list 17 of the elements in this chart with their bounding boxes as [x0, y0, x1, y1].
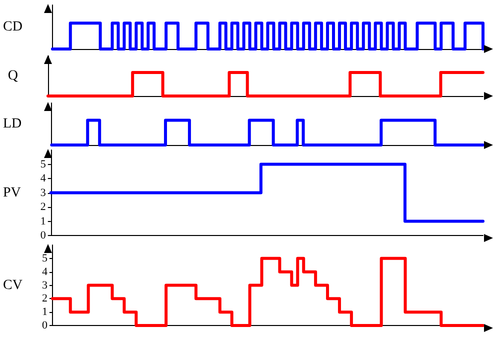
y-axis-title: CD [2, 20, 22, 34]
y-tick-label: 5 [40, 158, 46, 170]
y-tick-label: 5 [42, 252, 48, 264]
y-axis-title: Q [8, 68, 18, 84]
y-axis-title: CV [2, 278, 22, 293]
y-axis-title: LD [2, 116, 22, 132]
y-tick-label: 3 [42, 279, 48, 292]
y-tick-label: 2 [42, 292, 48, 305]
y-tick-label: 0 [40, 230, 46, 242]
y-tick-label: 3 [40, 186, 46, 199]
y-tick-label: 1 [40, 215, 46, 228]
y-tick-label: 4 [40, 172, 46, 184]
y-tick-label: 2 [40, 201, 46, 213]
y-axis-title: PV [2, 185, 21, 200]
y-tick-label: 0 [42, 320, 48, 332]
y-tick-label: 1 [42, 306, 48, 318]
y-tick-label: 4 [42, 266, 48, 278]
